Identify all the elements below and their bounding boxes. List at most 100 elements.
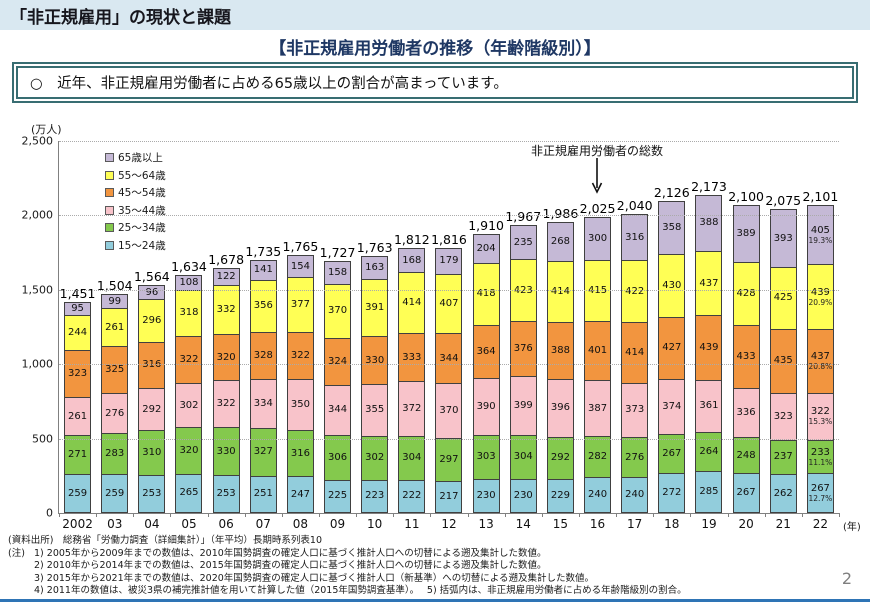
bar-segment-55～64歳: 370 xyxy=(324,283,352,339)
segment-value: 253 xyxy=(216,488,236,500)
legend-swatch-icon xyxy=(105,223,114,232)
segment-value: 350 xyxy=(290,399,310,411)
segment-value: 95 xyxy=(71,302,84,314)
bar-stack: 358 430 427 374 267 272 xyxy=(658,201,686,513)
x-tick xyxy=(281,513,283,517)
bar-segment-25～34歳: 304 xyxy=(398,435,426,481)
bar-segment-25～34歳: 233 (11.1%) xyxy=(806,439,834,475)
legend-label: 15～24歳 xyxy=(118,239,166,252)
total-annotation: 非正規雇用労働者の総数 xyxy=(530,144,664,158)
segment-value: 267 xyxy=(810,482,830,494)
x-tick xyxy=(430,513,432,517)
segment-value: 222 xyxy=(402,490,422,502)
bar-total-label: 1,678 xyxy=(208,252,245,268)
segment-value: 204 xyxy=(476,243,496,255)
bar-segment-45～54歳: 328 xyxy=(249,331,277,381)
x-axis-unit: (年) xyxy=(843,522,861,533)
y-tick-label: 2,000 xyxy=(21,208,54,222)
bar-column: 2,025 300 415 401 387 282 240 xyxy=(579,200,616,513)
page-header: 「非正規雇用」の現状と課題 xyxy=(0,0,870,30)
x-tick-label: 08 xyxy=(292,517,309,531)
bar-stack: 96 296 316 292 310 253 xyxy=(138,285,166,513)
bar-segment-45～54歳: 376 xyxy=(509,321,537,378)
segment-value: 330 xyxy=(365,354,385,366)
bar-segment-45～54歳: 323 xyxy=(64,350,92,399)
segment-value: 154 xyxy=(290,260,310,272)
segment-value: 285 xyxy=(699,485,719,497)
bar-column: 2,075 393 425 435 323 237 262 xyxy=(765,193,801,513)
x-tick-label: 15 xyxy=(552,517,569,531)
y-tick-label: 1,000 xyxy=(21,357,54,371)
bar-column: 2,173 388 437 439 361 264 285 xyxy=(691,179,727,513)
segment-value: 322 xyxy=(179,354,199,366)
bar-column: 1,634 108 318 322 302 320 265 xyxy=(171,259,207,513)
x-tick-label: 16 xyxy=(589,517,606,531)
x-tick xyxy=(96,513,98,517)
bar-segment-25～34歳: 303 xyxy=(472,434,500,480)
segment-share: (19.3%) xyxy=(806,236,834,246)
x-tick-label: 06 xyxy=(218,517,234,531)
segment-value: 240 xyxy=(587,489,608,501)
bar-column: 1,765 154 377 322 350 316 247 xyxy=(283,239,318,513)
bar-total-label: 1,763 xyxy=(356,239,393,255)
segment-value: 320 xyxy=(179,444,199,456)
bar-column: 1,564 96 296 316 292 310 253 xyxy=(134,269,170,513)
x-tick xyxy=(579,513,580,517)
bar-segment-55～64歳: 439 (20.9%) xyxy=(806,264,834,330)
segment-value: 302 xyxy=(179,399,199,411)
segment-value: 233 xyxy=(810,446,830,458)
segment-value: 325 xyxy=(105,364,125,376)
bar-segment-45～54歳: 320 xyxy=(212,333,240,382)
segment-value: 316 xyxy=(142,359,162,371)
chart-section-title: 【非正規雇用労働者の推移（年齢階級別）】 xyxy=(269,39,601,59)
bar-column: 1,504 99 261 325 276 283 259 xyxy=(97,278,133,513)
segment-value: 240 xyxy=(625,489,645,501)
bar-total-label: 1,812 xyxy=(393,232,430,248)
segment-value: 322 xyxy=(810,406,830,418)
bar-total-label: 2,025 xyxy=(579,200,616,216)
bar-segment-15～24歳: 247 xyxy=(286,476,314,513)
bar-total-label: 2,040 xyxy=(616,198,653,214)
bar-segment-65歳以上: 96 xyxy=(138,285,166,300)
x-tick-label: 11 xyxy=(404,517,420,531)
segment-share: (15.3%) xyxy=(806,417,834,427)
segment-value: 374 xyxy=(662,400,682,412)
bar-segment-25～34歳: 330 xyxy=(212,427,240,477)
x-tick xyxy=(467,513,469,517)
bar-segment-45～54歳: 401 xyxy=(584,321,612,381)
x-tick xyxy=(319,513,320,517)
x-tick xyxy=(764,513,766,517)
x-tick xyxy=(59,513,60,517)
x-tick xyxy=(653,513,655,517)
x-tick-label: 05 xyxy=(181,517,197,531)
segment-value: 407 xyxy=(439,298,459,310)
bar-column: 1,763 163 391 330 355 302 223 xyxy=(357,240,393,513)
bar-segment-55～64歳: 422 xyxy=(621,260,649,324)
bar-segment-35～44歳: 322 xyxy=(212,380,240,429)
bar-segment-35～44歳: 387 xyxy=(584,379,612,438)
segment-value: 389 xyxy=(736,228,756,240)
segment-value: 439 xyxy=(810,286,830,298)
segment-value: 122 xyxy=(216,271,236,283)
bar-segment-25～34歳: 304 xyxy=(509,434,537,480)
segment-value: 99 xyxy=(108,295,122,307)
segment-value: 387 xyxy=(587,402,608,414)
bar-segment-35～44歳: 336 xyxy=(732,388,760,439)
segment-value: 333 xyxy=(402,351,422,363)
bar-column: 1,986 268 414 388 396 292 229 xyxy=(543,206,578,513)
bar-column: 1,735 141 356 328 334 327 251 xyxy=(245,244,281,513)
bar-segment-55～64歳: 428 xyxy=(732,262,760,326)
segment-value: 229 xyxy=(550,489,570,501)
bar-segment-35～44歳: 302 xyxy=(175,383,203,428)
bar-segment-55～64歳: 414 xyxy=(546,261,574,323)
segment-value: 344 xyxy=(439,352,459,364)
segment-value: 370 xyxy=(439,405,459,416)
bar-column: 1,816 179 407 344 370 297 217 xyxy=(431,232,467,513)
bar-stack: 235 423 376 399 304 230 xyxy=(509,225,537,513)
x-tick-label: 03 xyxy=(107,517,123,531)
segment-value: 356 xyxy=(253,300,273,312)
segment-value: 414 xyxy=(550,286,570,298)
segment-value: 244 xyxy=(68,327,88,339)
segment-value: 316 xyxy=(625,231,645,243)
bar-segment-65歳以上: 268 xyxy=(546,222,574,263)
